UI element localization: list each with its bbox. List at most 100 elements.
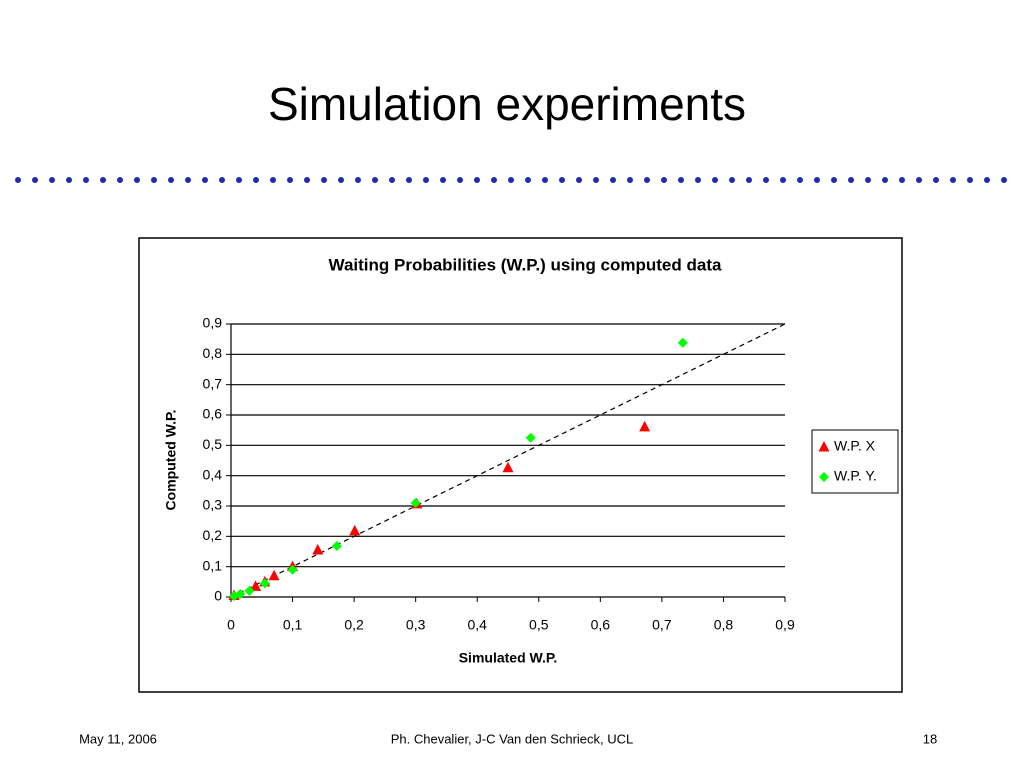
x-tick-label: 0,1: [283, 617, 303, 633]
rule-dot: [729, 177, 735, 183]
reference-diagonal: [230, 323, 786, 598]
rule-dot: [100, 177, 106, 183]
y-tick-label: 0,3: [203, 497, 223, 513]
rule-dot: [593, 177, 599, 183]
marker-triangle: [312, 543, 324, 555]
chart-frame: [138, 237, 903, 693]
rule-dot: [967, 177, 973, 183]
marker-diamond: [287, 564, 298, 575]
legend-box: [811, 429, 899, 494]
marker-triangle: [502, 461, 514, 473]
chart-title: Waiting Probabilities (W.P.) using compu…: [329, 255, 722, 274]
rule-dot: [219, 177, 225, 183]
rule-dot: [474, 177, 480, 183]
rule-dot: [661, 177, 667, 183]
y-tick-label: 0,9: [203, 315, 223, 331]
rule-dot: [814, 177, 820, 183]
rule-dot: [168, 177, 174, 183]
rule-dot: [15, 177, 21, 183]
footer-page: 18: [923, 731, 937, 746]
rule-dot: [797, 177, 803, 183]
rule-dot: [32, 177, 38, 183]
marker-triangle: [250, 580, 262, 591]
x-tick-label: 0,4: [467, 617, 487, 633]
x-tick-label: 0,2: [344, 617, 364, 633]
x-tick-label: 0: [227, 617, 235, 633]
marker-triangle: [818, 441, 830, 452]
y-tick-label: 0,8: [203, 345, 223, 361]
dotted-rule: [15, 177, 1007, 183]
rule-dot: [151, 177, 157, 183]
rule-dot: [542, 177, 548, 183]
x-tick-label: 0,6: [591, 617, 611, 633]
rule-dot: [525, 177, 531, 183]
rule-dot: [372, 177, 378, 183]
rule-dot: [865, 177, 871, 183]
x-tick-label: 0,5: [529, 617, 549, 633]
marker-triangle: [268, 569, 280, 581]
rule-dot: [355, 177, 361, 183]
legend-label: W.P. X: [834, 438, 876, 454]
marker-triangle: [349, 524, 361, 536]
rule-dot: [763, 177, 769, 183]
rule-dot: [338, 177, 344, 183]
rule-dot: [406, 177, 412, 183]
rule-dot: [253, 177, 259, 183]
y-tick-label: 0,4: [203, 466, 223, 482]
rule-dot: [457, 177, 463, 183]
rule-dot: [202, 177, 208, 183]
footer-authors: Ph. Chevalier, J-C Van den Schrieck, UCL: [391, 731, 634, 746]
rule-dot: [134, 177, 140, 183]
rule-dot: [746, 177, 752, 183]
y-tick-label: 0,5: [203, 436, 223, 452]
slide-title: Simulation experiments: [268, 78, 746, 130]
rule-dot: [882, 177, 888, 183]
rule-dot: [576, 177, 582, 183]
marker-diamond: [331, 541, 342, 552]
rule-dot: [508, 177, 514, 183]
rule-dot: [117, 177, 123, 183]
rule-dot: [610, 177, 616, 183]
rule-dot: [304, 177, 310, 183]
y-tick-label: 0,1: [203, 557, 223, 573]
x-tick-label: 0,3: [406, 617, 426, 633]
y-tick-label: 0,2: [203, 527, 223, 543]
rule-dot: [848, 177, 854, 183]
legend-label: W.P. Y.: [834, 468, 877, 484]
y-tick-label: 0,6: [203, 406, 223, 422]
x-tick-label: 0,8: [714, 617, 734, 633]
marker-triangle: [639, 420, 651, 432]
rule-dot: [83, 177, 89, 183]
rule-dot: [321, 177, 327, 183]
y-tick-label: 0: [214, 588, 222, 604]
rule-dot: [287, 177, 293, 183]
rule-dot: [389, 177, 395, 183]
x-tick-label: 0,7: [652, 617, 672, 633]
marker-diamond: [410, 497, 421, 508]
rule-dot: [423, 177, 429, 183]
marker-diamond: [677, 337, 688, 348]
rule-dot: [933, 177, 939, 183]
rule-dot: [644, 177, 650, 183]
rule-dot: [916, 177, 922, 183]
x-axis-label: Simulated W.P.: [459, 650, 558, 666]
rule-dot: [627, 177, 633, 183]
marker-diamond: [244, 585, 255, 596]
marker-diamond: [259, 578, 270, 589]
rule-dot: [49, 177, 55, 183]
rule-dot: [950, 177, 956, 183]
y-tick-label: 0,7: [203, 375, 223, 391]
rule-dot: [780, 177, 786, 183]
rule-dot: [1001, 177, 1007, 183]
rule-dot: [559, 177, 565, 183]
rule-dot: [712, 177, 718, 183]
rule-dot: [899, 177, 905, 183]
rule-dot: [695, 177, 701, 183]
marker-diamond: [235, 588, 246, 599]
rule-dot: [440, 177, 446, 183]
rule-dot: [678, 177, 684, 183]
rule-dot: [831, 177, 837, 183]
y-axis-label: Computed W.P.: [163, 410, 179, 511]
